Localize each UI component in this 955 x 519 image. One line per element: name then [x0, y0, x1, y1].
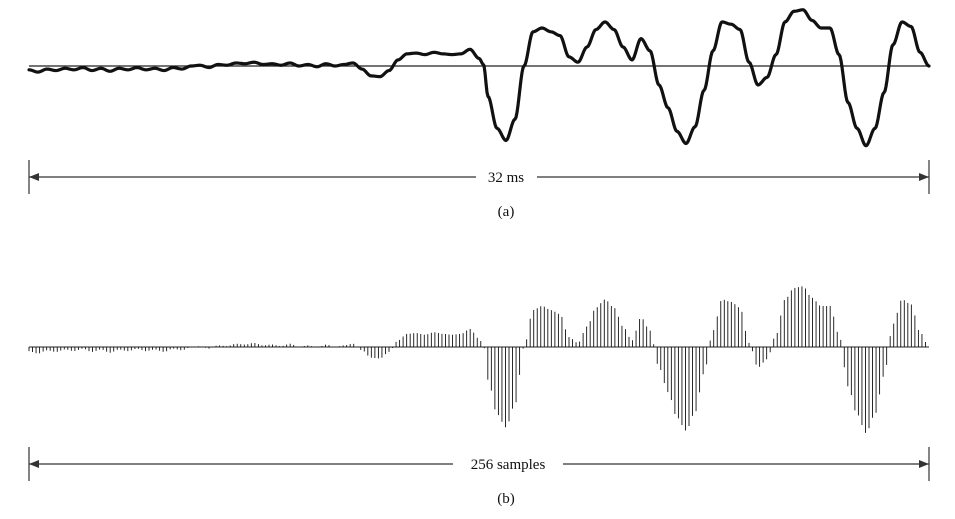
measure-b-label: 256 samples — [471, 457, 546, 473]
panel-b-caption: (b) — [497, 491, 515, 507]
duration-measure-a: 32 ms — [28, 160, 930, 194]
panel-a: 32 ms (a) — [27, 8, 931, 220]
sample-stems — [28, 286, 926, 433]
measure-a-label: 32 ms — [488, 170, 524, 186]
panel-a-caption: (a) — [498, 204, 515, 220]
panel-b: 256 samples (b) — [28, 286, 930, 507]
continuous-waveform — [27, 8, 931, 148]
duration-measure-b: 256 samples — [28, 447, 930, 481]
